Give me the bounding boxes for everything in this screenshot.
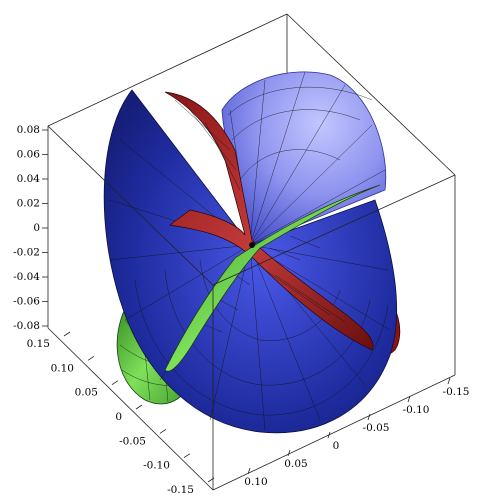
z-tick-label: 0.04 [17, 173, 41, 185]
bottom-tick-label: 0.10 [244, 476, 267, 488]
z-tick-label: 0.08 [17, 124, 40, 136]
bottom-axis: 0.10 0.05 0 -0.05 -0.10 -0.15 [244, 377, 470, 488]
bottom-tick-label: -0.10 [403, 404, 430, 416]
surface-center-point [249, 242, 255, 248]
left-tick-label: -0.05 [119, 435, 146, 447]
z-tick-label: -0.08 [13, 320, 40, 332]
left-tick-label: 0 [115, 411, 122, 423]
left-tick-label: 0.05 [75, 387, 98, 399]
bottom-tick-label: 0 [333, 440, 340, 452]
bottom-tick-label: -0.05 [363, 422, 390, 434]
bounding-box-front [47, 125, 456, 491]
z-axis: 0.08 0.06 0.04 0.02 0 -0.02 -0.04 -0.06 -0.08 [13, 124, 48, 332]
left-tick-mark [135, 404, 143, 410]
left-tick-label: 0.15 [27, 338, 50, 350]
left-tick-mark [207, 477, 215, 483]
left-tick-mark [63, 331, 71, 337]
left-tick-mark [87, 356, 95, 361]
z-tick-label: -0.04 [13, 271, 40, 283]
z-tick-label: 0 [33, 222, 40, 234]
bottom-tick-mark [247, 467, 251, 475]
left-tick-label: 0.10 [51, 362, 74, 374]
z-tick-label: -0.06 [13, 296, 40, 308]
bottom-tick-mark [327, 431, 331, 439]
left-tick-label: -0.10 [143, 460, 170, 472]
z-tick-label: -0.02 [13, 247, 40, 259]
left-tick-mark [159, 429, 167, 434]
bottom-tick-label: 0.05 [284, 458, 307, 470]
left-tick-label: -0.15 [167, 484, 194, 496]
bottom-tick-mark [287, 449, 291, 457]
bottom-tick-mark [407, 395, 411, 403]
left-tick-mark [111, 380, 119, 385]
red-blade [164, 91, 374, 351]
z-tick-label: 0.06 [17, 149, 41, 161]
blue-top-lobe [221, 71, 387, 246]
left-axis: 0.150.10 0.05 0 -0.05 -0.10 -0.15 [27, 331, 215, 496]
z-tick-label: 0.02 [17, 198, 40, 210]
green-blade [164, 184, 381, 372]
bottom-tick-mark [447, 377, 451, 385]
bottom-tick-label: -0.15 [443, 386, 470, 398]
bottom-tick-mark [367, 413, 371, 421]
left-tick-mark [183, 453, 191, 458]
